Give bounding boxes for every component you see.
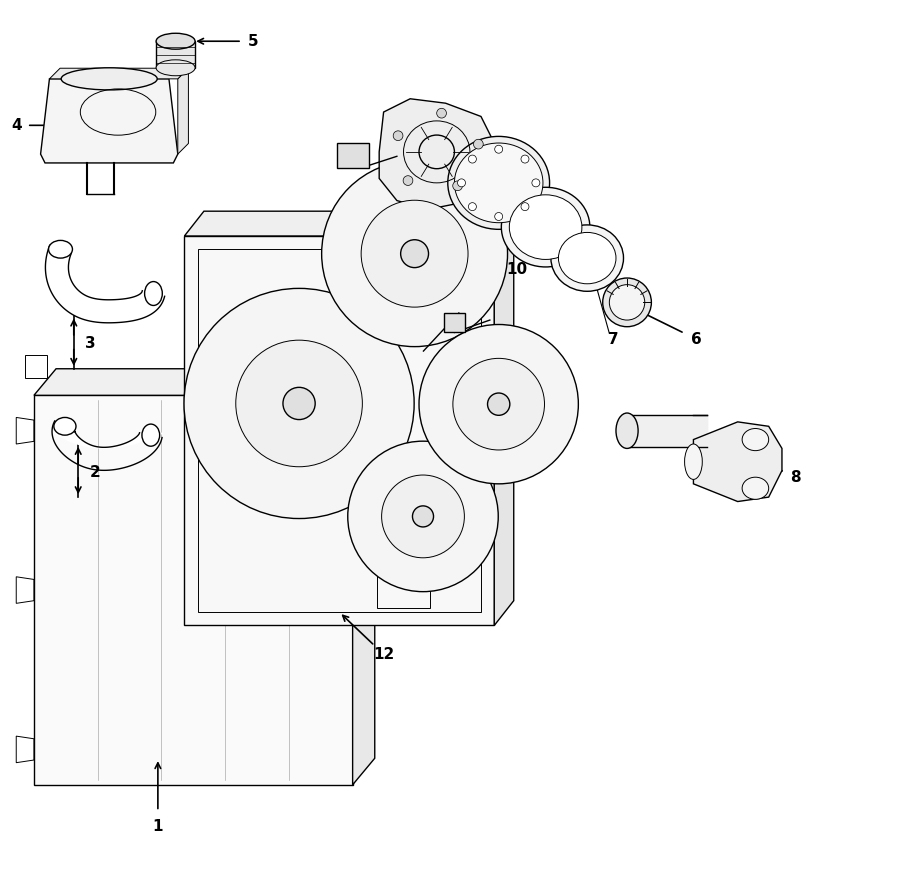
Ellipse shape	[603, 278, 652, 327]
Polygon shape	[247, 310, 307, 385]
Text: 12: 12	[373, 647, 394, 662]
Ellipse shape	[488, 393, 509, 416]
Ellipse shape	[412, 506, 434, 527]
Polygon shape	[34, 369, 374, 395]
Bar	[34, 395, 353, 785]
Ellipse shape	[468, 202, 476, 210]
Ellipse shape	[521, 202, 529, 210]
Polygon shape	[436, 401, 484, 445]
Text: 2: 2	[90, 464, 101, 480]
Polygon shape	[355, 503, 413, 529]
Ellipse shape	[509, 194, 582, 259]
Text: 5: 5	[248, 34, 259, 49]
Ellipse shape	[156, 59, 195, 75]
Polygon shape	[392, 521, 411, 583]
Ellipse shape	[453, 181, 463, 191]
Ellipse shape	[468, 155, 476, 163]
Polygon shape	[472, 335, 506, 391]
Bar	[337, 143, 369, 168]
Bar	[376, 528, 429, 607]
Ellipse shape	[501, 187, 590, 267]
Bar	[184, 236, 494, 625]
Polygon shape	[435, 450, 454, 511]
Ellipse shape	[558, 233, 616, 284]
Text: 9: 9	[436, 250, 446, 266]
Ellipse shape	[742, 477, 769, 499]
Bar	[198, 250, 481, 612]
Polygon shape	[433, 503, 491, 529]
Polygon shape	[318, 312, 358, 400]
Polygon shape	[510, 394, 572, 417]
Ellipse shape	[347, 441, 499, 591]
Ellipse shape	[403, 176, 413, 186]
Text: 6: 6	[690, 332, 701, 347]
Polygon shape	[500, 418, 552, 456]
Ellipse shape	[400, 240, 428, 267]
Ellipse shape	[49, 241, 73, 258]
Polygon shape	[420, 529, 469, 569]
Ellipse shape	[685, 444, 702, 480]
Ellipse shape	[457, 178, 465, 186]
Polygon shape	[311, 405, 406, 432]
Ellipse shape	[473, 139, 483, 149]
Polygon shape	[240, 407, 280, 496]
Polygon shape	[50, 68, 188, 79]
Ellipse shape	[453, 359, 544, 450]
Text: 1: 1	[153, 819, 163, 834]
Bar	[156, 41, 195, 67]
Polygon shape	[291, 422, 351, 497]
Ellipse shape	[382, 475, 464, 558]
Polygon shape	[184, 211, 514, 236]
Ellipse shape	[54, 417, 76, 435]
Ellipse shape	[142, 424, 159, 446]
Text: 11: 11	[485, 200, 507, 215]
Polygon shape	[410, 271, 461, 329]
Polygon shape	[512, 341, 539, 400]
Polygon shape	[378, 262, 400, 337]
Bar	[25, 355, 47, 377]
Ellipse shape	[521, 155, 529, 163]
Polygon shape	[340, 204, 410, 237]
Text: 7: 7	[608, 332, 619, 347]
Ellipse shape	[156, 33, 195, 49]
Polygon shape	[426, 265, 502, 280]
Ellipse shape	[321, 161, 508, 346]
Ellipse shape	[448, 137, 550, 229]
Ellipse shape	[393, 131, 403, 140]
Text: 3: 3	[86, 337, 96, 352]
Polygon shape	[693, 422, 782, 502]
Ellipse shape	[495, 212, 503, 220]
Text: 10: 10	[506, 262, 527, 277]
Ellipse shape	[616, 413, 638, 448]
Polygon shape	[331, 244, 399, 282]
Ellipse shape	[495, 146, 503, 154]
Polygon shape	[494, 211, 514, 625]
Text: 4: 4	[11, 118, 22, 133]
Polygon shape	[178, 68, 188, 155]
Ellipse shape	[454, 143, 543, 223]
Polygon shape	[478, 414, 491, 478]
Polygon shape	[405, 166, 431, 240]
Text: 8: 8	[790, 470, 800, 485]
Ellipse shape	[361, 200, 468, 307]
Polygon shape	[432, 192, 478, 254]
Polygon shape	[353, 369, 374, 785]
Polygon shape	[377, 464, 426, 503]
Ellipse shape	[184, 289, 414, 519]
Bar	[444, 313, 465, 332]
Ellipse shape	[419, 324, 579, 484]
Ellipse shape	[551, 225, 624, 291]
Polygon shape	[428, 375, 492, 392]
Ellipse shape	[609, 285, 644, 320]
Ellipse shape	[532, 178, 540, 186]
Polygon shape	[40, 79, 178, 163]
Ellipse shape	[61, 67, 158, 90]
Ellipse shape	[236, 340, 363, 467]
Ellipse shape	[145, 281, 162, 305]
Ellipse shape	[283, 387, 315, 419]
Polygon shape	[379, 99, 494, 210]
Ellipse shape	[742, 429, 769, 450]
Polygon shape	[192, 375, 286, 402]
Ellipse shape	[436, 108, 446, 118]
